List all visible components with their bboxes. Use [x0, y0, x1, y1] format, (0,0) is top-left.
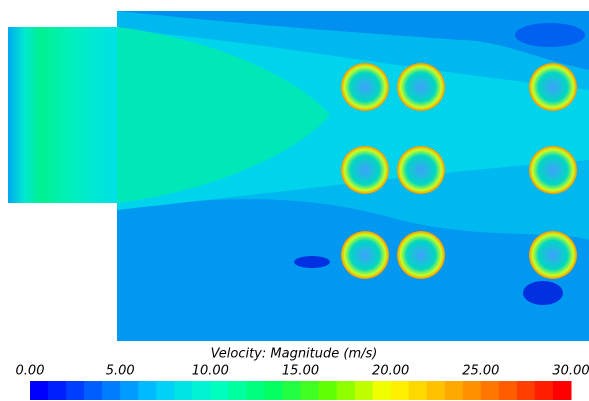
- flow-field: [8, 11, 589, 341]
- colorbar-band: [318, 381, 338, 400]
- colorbar-band: [48, 381, 67, 400]
- colorbar-band: [120, 381, 139, 400]
- turbine: [529, 146, 577, 194]
- colorbar-tick-label: 10.00: [192, 364, 229, 379]
- colorbar-band: [408, 381, 428, 400]
- colorbar-band: [480, 381, 500, 400]
- jet: [117, 27, 330, 203]
- colorbar-tick-label: 20.00: [372, 364, 409, 379]
- colorbar-band: [30, 381, 49, 400]
- colorbar-band: [444, 381, 464, 400]
- colorbar-band: [354, 381, 374, 400]
- colorbar-band: [390, 381, 410, 400]
- turbines: [341, 63, 577, 279]
- colorbar-tick-label: 5.00: [106, 364, 135, 379]
- colorbar-band: [102, 381, 121, 400]
- turbine: [341, 231, 389, 279]
- colorbar-tick-label: 0.00: [16, 364, 45, 379]
- turbine: [341, 146, 389, 194]
- colorbar-band: [84, 381, 103, 400]
- colorbar-band: [246, 381, 265, 400]
- colorbar-band: [300, 381, 320, 400]
- colorbar-tick-label: 25.00: [462, 364, 499, 379]
- turbine: [397, 146, 445, 194]
- colorbar-tick-label: 30.00: [552, 364, 589, 379]
- region: [515, 23, 585, 47]
- colorbar: 0.00 5.00 10.00 15.00 20.00 25.00 30.00: [16, 364, 589, 400]
- colorbar-band: [156, 381, 175, 400]
- turbine: [341, 63, 389, 111]
- colorbar-band: [192, 381, 211, 400]
- colorbar-band: [264, 381, 283, 400]
- colorbar-band: [228, 381, 247, 400]
- colorbar-band: [210, 381, 229, 400]
- turbine: [397, 231, 445, 279]
- colorbar-band: [426, 381, 446, 400]
- turbine: [397, 63, 445, 111]
- colorbar-band: [552, 381, 572, 400]
- colorbar-band: [174, 381, 193, 400]
- colorbar-band: [462, 381, 482, 400]
- turbine: [529, 231, 577, 279]
- inlet: [8, 27, 117, 203]
- region: [294, 256, 330, 268]
- colorbar-band: [534, 381, 554, 400]
- colorbar-band: [498, 381, 518, 400]
- colorbar-band: [372, 381, 392, 400]
- colorbar-band: [66, 381, 85, 400]
- colorbar-title: Velocity: Magnitude (m/s): [211, 347, 378, 362]
- colorbar-band: [138, 381, 157, 400]
- colorbar-band: [336, 381, 356, 400]
- colorbar-tick-label: 15.00: [282, 364, 319, 379]
- colorbar-band: [516, 381, 536, 400]
- turbine: [529, 63, 577, 111]
- region: [117, 11, 589, 70]
- region: [523, 281, 563, 305]
- colorbar-band: [282, 381, 301, 400]
